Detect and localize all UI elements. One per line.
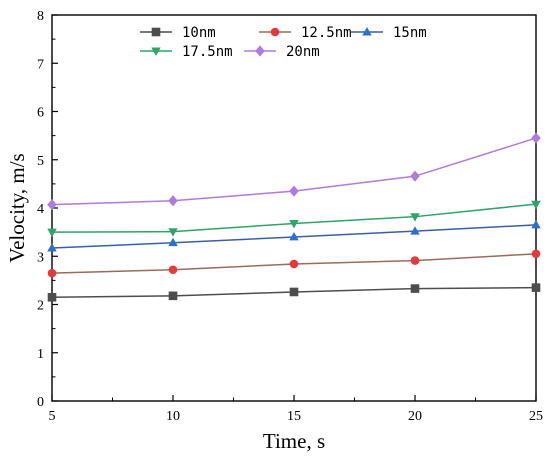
data-point bbox=[289, 287, 299, 297]
data-point bbox=[47, 243, 57, 252]
y-tick-label: 5 bbox=[37, 154, 44, 169]
data-point bbox=[47, 199, 57, 211]
data-point bbox=[531, 200, 541, 210]
legend-label: 10nm bbox=[182, 25, 216, 41]
axis-ticks: 0 1 2 3 4 5 6 7 8 5 10 15 20 25 bbox=[37, 9, 543, 424]
y-tick-label: 6 bbox=[37, 106, 44, 121]
legend-label: 20nm bbox=[286, 44, 320, 60]
data-point bbox=[531, 219, 541, 229]
x-tick-label: 25 bbox=[529, 409, 543, 424]
y-axis-title: Velocity, m/s bbox=[5, 153, 29, 262]
legend-marker bbox=[151, 27, 161, 37]
x-tick-label: 15 bbox=[287, 409, 301, 424]
data-point bbox=[168, 237, 178, 247]
legend-marker bbox=[270, 27, 280, 37]
data-point bbox=[168, 291, 178, 301]
data-point bbox=[531, 132, 541, 144]
legend-marker bbox=[151, 47, 161, 56]
data-point bbox=[168, 228, 178, 237]
y-tick-label: 0 bbox=[37, 395, 44, 410]
series-17.5nm bbox=[47, 200, 541, 238]
series-15nm bbox=[47, 219, 541, 252]
data-point bbox=[531, 249, 541, 259]
data-point bbox=[410, 226, 420, 235]
legend-item: 20nm bbox=[244, 44, 320, 60]
series-20nm bbox=[47, 132, 541, 211]
x-tick-label: 20 bbox=[408, 409, 422, 424]
legend-marker bbox=[362, 27, 372, 36]
x-tick-label: 5 bbox=[49, 409, 56, 424]
legend-marker bbox=[255, 45, 265, 57]
data-point bbox=[168, 265, 178, 275]
series-10nm bbox=[47, 283, 541, 302]
plot-frame bbox=[51, 14, 537, 402]
legend-label: 17.5nm bbox=[182, 44, 233, 60]
legend: 10nm 12.5nm 15nm 17.5nm 20nm bbox=[140, 25, 427, 60]
legend-item: 12.5nm bbox=[259, 25, 352, 41]
data-point bbox=[289, 259, 299, 269]
data-point bbox=[47, 292, 57, 302]
legend-label: 15nm bbox=[393, 25, 427, 41]
data-point bbox=[531, 283, 541, 292]
data-point bbox=[410, 256, 420, 265]
series-layer bbox=[47, 132, 541, 302]
x-tick-label: 10 bbox=[166, 409, 180, 424]
series-12.5nm bbox=[47, 249, 541, 278]
legend-item: 15nm bbox=[351, 25, 427, 41]
data-point bbox=[289, 220, 299, 229]
y-tick-label: 7 bbox=[37, 57, 44, 72]
data-point bbox=[168, 195, 178, 207]
y-tick-label: 2 bbox=[37, 299, 44, 314]
y-tick-label: 4 bbox=[37, 202, 44, 217]
data-point bbox=[410, 284, 420, 293]
x-axis-title: Time, s bbox=[263, 429, 325, 453]
plot-area bbox=[51, 14, 537, 402]
data-point bbox=[410, 213, 420, 222]
data-point bbox=[47, 228, 57, 238]
data-point bbox=[289, 232, 299, 241]
legend-item: 10nm bbox=[140, 25, 216, 41]
data-point bbox=[289, 185, 299, 197]
data-point bbox=[47, 268, 57, 278]
data-point bbox=[410, 170, 420, 182]
legend-label: 12.5nm bbox=[301, 25, 352, 41]
legend-item: 17.5nm bbox=[140, 44, 233, 60]
y-tick-label: 8 bbox=[37, 9, 44, 24]
y-tick-label: 3 bbox=[37, 250, 44, 265]
y-tick-label: 1 bbox=[37, 347, 44, 362]
